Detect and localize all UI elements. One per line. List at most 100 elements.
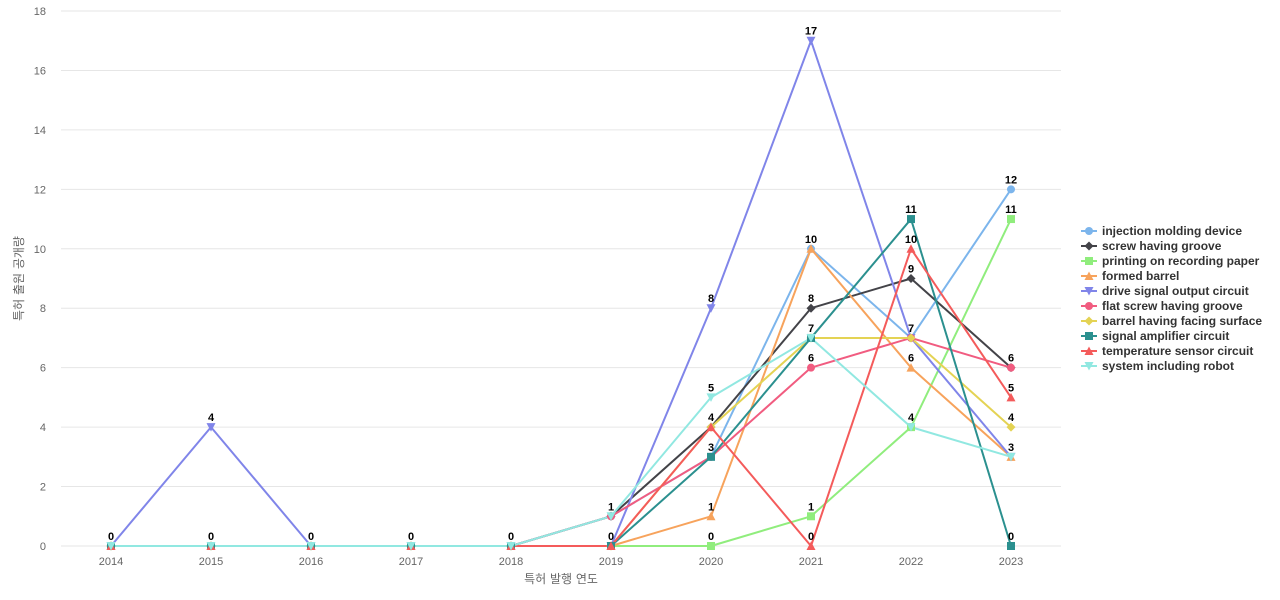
legend-label[interactable]: barrel having facing surface: [1102, 314, 1262, 328]
x-tick-label: 2021: [799, 556, 823, 568]
data-point[interactable]: [807, 512, 815, 521]
data-point[interactable]: [806, 303, 816, 313]
y-tick-label: 8: [40, 303, 46, 315]
legend-item[interactable]: drive signal output circuit: [1081, 284, 1249, 298]
data-point[interactable]: [1006, 422, 1016, 432]
data-point[interactable]: [1006, 392, 1016, 402]
data-point[interactable]: [907, 215, 915, 224]
data-label: 0: [208, 531, 214, 543]
legend-item[interactable]: temperature sensor circuit: [1081, 344, 1253, 358]
series-line[interactable]: [110, 336, 1012, 547]
series-line[interactable]: [110, 39, 1012, 547]
data-label: 7: [908, 323, 914, 335]
data-point[interactable]: [206, 542, 216, 551]
data-point[interactable]: [806, 333, 816, 343]
legend-marker[interactable]: [1085, 332, 1093, 340]
legend-item[interactable]: flat screw having groove: [1081, 299, 1243, 313]
legend-label[interactable]: printing on recording paper: [1102, 254, 1260, 268]
legend-marker[interactable]: [1084, 316, 1094, 326]
x-tick-label: 2017: [399, 556, 423, 568]
x-tick-label: 2014: [99, 556, 123, 568]
data-point[interactable]: [1007, 363, 1015, 372]
data-point[interactable]: [906, 363, 916, 372]
data-point[interactable]: [706, 511, 716, 521]
legend-label[interactable]: screw having groove: [1102, 239, 1222, 253]
legend-item[interactable]: system including robot: [1081, 359, 1234, 373]
data-point[interactable]: [806, 244, 816, 253]
data-point[interactable]: [906, 423, 916, 432]
data-label: 0: [308, 531, 314, 543]
data-label: 9: [908, 264, 914, 276]
legend-item[interactable]: signal amplifier circuit: [1081, 329, 1229, 343]
x-tick-label: 2018: [499, 556, 523, 568]
series-line[interactable]: [110, 336, 1012, 547]
legend-label[interactable]: signal amplifier circuit: [1102, 329, 1229, 343]
data-point[interactable]: [706, 393, 716, 402]
data-point[interactable]: [1007, 185, 1015, 194]
data-point[interactable]: [706, 304, 716, 313]
data-label: 10: [905, 234, 917, 246]
series-line[interactable]: [110, 247, 1012, 547]
legend-item[interactable]: screw having groove: [1081, 239, 1222, 253]
data-point[interactable]: [707, 452, 715, 461]
x-tick-label: 2019: [599, 556, 623, 568]
legend-marker[interactable]: [1084, 241, 1094, 251]
data-point[interactable]: [806, 36, 816, 46]
x-tick-label: 2015: [199, 556, 223, 568]
legend-label[interactable]: system including robot: [1102, 359, 1234, 373]
legend-marker[interactable]: [1085, 257, 1093, 265]
data-point[interactable]: [306, 542, 316, 551]
data-point[interactable]: [406, 542, 416, 551]
legend-label[interactable]: flat screw having groove: [1102, 299, 1243, 313]
data-point[interactable]: [506, 542, 516, 551]
data-point[interactable]: [806, 541, 816, 551]
data-point[interactable]: [606, 541, 616, 551]
data-label: 4: [1008, 412, 1015, 424]
legend-label[interactable]: formed barrel: [1102, 269, 1179, 283]
series-line[interactable]: [110, 218, 1012, 547]
data-point[interactable]: [1007, 542, 1015, 550]
x-tick-label: 2023: [999, 556, 1023, 568]
y-tick-label: 6: [40, 363, 46, 375]
legend-marker[interactable]: [1084, 287, 1094, 296]
legend-marker[interactable]: [1084, 271, 1094, 281]
legend-label[interactable]: temperature sensor circuit: [1102, 344, 1253, 358]
data-point[interactable]: [206, 423, 216, 432]
series-line[interactable]: [110, 336, 1012, 547]
data-point[interactable]: [906, 274, 916, 283]
data-label: 6: [908, 353, 914, 365]
data-point[interactable]: [906, 244, 916, 253]
data-point[interactable]: [1006, 452, 1016, 462]
legend-marker[interactable]: [1084, 362, 1094, 371]
legend-item[interactable]: injection molding device: [1081, 224, 1242, 238]
data-label: 12: [1005, 174, 1017, 186]
legend-item[interactable]: formed barrel: [1081, 269, 1179, 283]
data-label: 4: [208, 412, 215, 424]
legend-marker[interactable]: [1084, 346, 1094, 356]
y-axis-title: 특허 출원 공개량: [12, 236, 26, 321]
data-point[interactable]: [706, 422, 716, 432]
legend-item[interactable]: barrel having facing surface: [1081, 314, 1262, 328]
legend-item[interactable]: printing on recording paper: [1081, 254, 1260, 268]
data-point[interactable]: [707, 542, 715, 550]
data-label: 3: [708, 442, 714, 454]
y-tick-label: 18: [34, 6, 46, 18]
data-label: 3: [1008, 442, 1014, 454]
data-point[interactable]: [906, 333, 916, 343]
data-point[interactable]: [1007, 215, 1015, 224]
series-line[interactable]: [110, 277, 1012, 547]
legend-label[interactable]: drive signal output circuit: [1102, 284, 1249, 298]
y-tick-label: 10: [34, 244, 46, 256]
x-tick-label: 2022: [899, 556, 923, 568]
legend-label[interactable]: injection molding device: [1102, 224, 1242, 238]
series-line[interactable]: [110, 218, 1012, 547]
legend-marker[interactable]: [1085, 302, 1093, 310]
series-line[interactable]: [110, 247, 1012, 547]
data-point[interactable]: [606, 512, 616, 521]
data-point[interactable]: [807, 363, 815, 372]
data-label: 11: [905, 204, 917, 216]
legend-marker[interactable]: [1085, 227, 1093, 235]
data-point[interactable]: [106, 542, 116, 551]
